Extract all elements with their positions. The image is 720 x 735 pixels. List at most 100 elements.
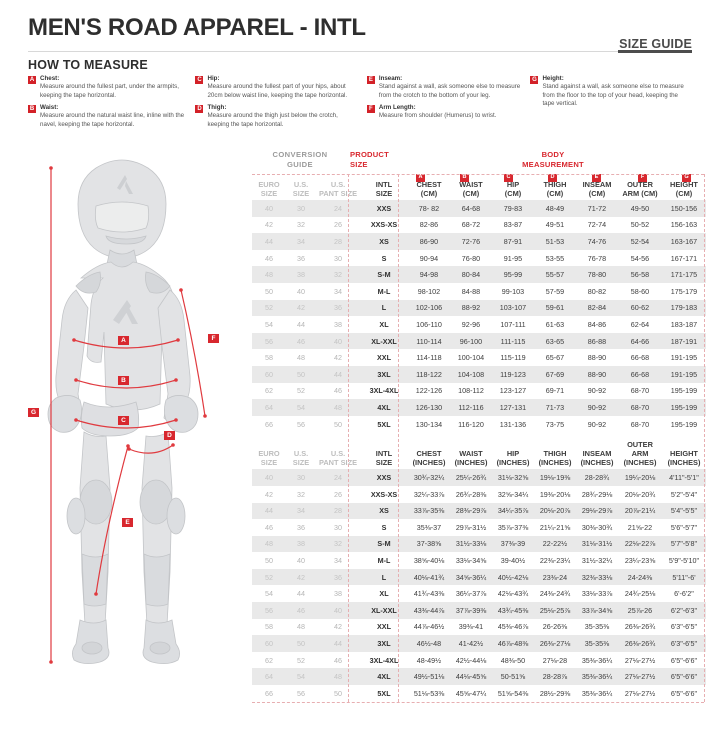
table-row[interactable]: 44 34 28 XS 33⅞-35⅜ 28⅜-29⅞ 34¼-35⅞ 20⅛-20⅞ 29⅛-… bbox=[252, 502, 706, 520]
table-cell: 31½-33⅛ bbox=[450, 535, 492, 553]
table-cell: 40 bbox=[252, 200, 286, 217]
table-row[interactable]: 40 30 24 XXS 78- 82 64-68 79-83 48-49 71-72 49-50… bbox=[252, 200, 706, 217]
group-product-size: PRODUCT SIZE bbox=[350, 150, 389, 169]
table-cell: 28 bbox=[316, 233, 360, 250]
measure-description: Measure around the fullest part, under t… bbox=[40, 83, 179, 99]
table-row[interactable]: 58 48 42 XXL 114-118 100-104 115-119 65-67 88-90… bbox=[252, 349, 706, 366]
table-row[interactable]: 62 52 46 3XL-4XL 48-49½ 42½-44⅛ 48⅜-50 27⅛-28 35… bbox=[252, 652, 706, 669]
table-cell: 68-72 bbox=[461, 220, 481, 230]
table-cell: 40 bbox=[316, 602, 360, 619]
table-cell: 90-92 bbox=[587, 386, 607, 396]
col-header-outer: OUTER ARM (CM) bbox=[622, 180, 658, 198]
table-row[interactable]: 50 40 34 M-L 98-102 84-88 99-103 57-59 80-82 58-6… bbox=[252, 283, 706, 300]
table-row[interactable]: 46 36 30 S 90-94 76-80 91-95 53-55 76-78 54-56 167… bbox=[252, 250, 706, 267]
cell-intl-size: S bbox=[381, 522, 387, 532]
table-cell: 171-175 bbox=[662, 266, 706, 283]
table-cell: 6'2"-6'3" bbox=[662, 602, 706, 619]
table-cell: 50-51⅝ bbox=[492, 668, 534, 686]
table-cell: 88-90 bbox=[587, 353, 607, 363]
table-cell: 106-110 bbox=[416, 319, 442, 329]
table-row[interactable]: 56 46 40 XL-XXL 110-114 96-100 111-115 63-65 86-… bbox=[252, 332, 706, 350]
table-cell: 76-78 bbox=[587, 253, 607, 263]
table-row[interactable]: 58 48 42 XXL 44⅞-46½ 39⅜-41 45⅜-46⅞ 26-26⅜ 35-35… bbox=[252, 619, 706, 636]
table-cell: 66 bbox=[265, 419, 273, 429]
table-cell: 114-118 bbox=[416, 353, 442, 363]
table-cell: 32⅝-34¼ bbox=[497, 489, 529, 499]
letter-badge-g: G bbox=[682, 174, 691, 182]
cell-intl-size: 5XL bbox=[377, 688, 391, 698]
table-row[interactable]: 42 32 26 XXS-XS 32¼-33⅞ 26¾-28⅜ 32⅝-34¼ 19⅜-20⅛… bbox=[252, 486, 706, 503]
table-cell: 36 bbox=[297, 253, 305, 263]
table-cell: 100-104 bbox=[457, 353, 485, 363]
table-cell: 99-103 bbox=[501, 286, 525, 296]
table-cell: 44 bbox=[252, 502, 286, 520]
table-cell: 50-52 bbox=[630, 220, 650, 230]
table-cell: 20⅛-20¾ bbox=[624, 489, 656, 499]
table-row[interactable]: 54 44 38 XL 106-110 92-96 107-111 61-63 84-86 62-… bbox=[252, 316, 706, 333]
table-row[interactable]: 52 42 36 L 102-106 88-92 103-107 59-61 82-84 60-6… bbox=[252, 299, 706, 317]
measure-item-g: G Height: Stand against a wall, ask someon… bbox=[530, 74, 686, 109]
table-cell: 20⅞-21¼ bbox=[618, 502, 662, 520]
cell-intl-size: XXS-XS bbox=[370, 220, 398, 230]
measure-body: Height: Stand against a wall, ask someone… bbox=[542, 74, 686, 109]
measure-description: Measure around the thigh just below the … bbox=[207, 112, 338, 128]
letter-badge-e: E bbox=[592, 174, 601, 182]
table-cell: 46⅞-48⅜ bbox=[492, 635, 534, 652]
table-row[interactable]: 64 54 48 4XL 49½-51⅛ 44⅛-45⅝ 50-51⅝ 28-28⅞ 35⅜-3… bbox=[252, 668, 706, 686]
table-row[interactable]: 42 32 26 XXS-XS 82-86 68-72 83-87 49-51 72-74 50-… bbox=[252, 217, 706, 234]
table-cell: 39⅜-41 bbox=[458, 622, 484, 632]
measure-label: Thigh: bbox=[207, 104, 227, 112]
table-row[interactable]: 66 56 50 5XL 51⅛-53⅜ 45⅝-47¼ 51⅝-54⅜ 28½-29⅜ 35⅜… bbox=[252, 685, 706, 702]
table-cell: 54 bbox=[265, 589, 273, 599]
table-row[interactable]: 54 44 38 XL 41¾-43⅜ 36¼-37⅞ 42⅛-43¾ 24⅜-24¾ 33⅛-… bbox=[252, 585, 706, 602]
measure-label: Arm Length: bbox=[378, 104, 416, 112]
table-row[interactable]: 50 40 34 M-L 38⅝-40⅛ 33⅛-34⅝ 39-40½ 22⅜-23¼ 31½-… bbox=[252, 552, 706, 569]
table-cell: 42⅛-43¾ bbox=[497, 589, 529, 599]
table-cell: 111-115 bbox=[492, 332, 534, 350]
table-row[interactable]: 48 38 32 S-M 37-38⅝ 31½-33⅛ 37⅜-39 22-22½ 31⅛-31… bbox=[252, 535, 706, 553]
table-cell: 68-70 bbox=[630, 419, 650, 429]
table-cell: 37⅞-39⅜ bbox=[450, 602, 492, 619]
table-cell: 82-86 bbox=[419, 220, 439, 230]
table-row[interactable]: 60 50 44 3XL 46½-48 41-42½ 46⅞-48⅜ 26⅜-27⅛ 35-35… bbox=[252, 635, 706, 652]
table-cell: 51⅛-53⅜ bbox=[413, 688, 445, 698]
table-cell: 42 bbox=[286, 568, 316, 586]
table-cell: 6'-6'2" bbox=[674, 589, 694, 599]
table-cell: 51⅝-54⅜ bbox=[497, 688, 529, 698]
col-header-inseam: INSEAM (CM) bbox=[582, 180, 612, 198]
table-row[interactable]: 52 42 36 L 40⅛-41¾ 34⅝-36¼ 40½-42⅛ 23⅜-24 32⅜-33… bbox=[252, 568, 706, 586]
table-cell: 78-80 bbox=[576, 266, 618, 283]
measure-badge-a-icon: A bbox=[28, 75, 36, 84]
table-cell: 39-40½ bbox=[500, 556, 526, 566]
table-row[interactable]: 46 36 30 S 35⅜-37 29⅞-31½ 35⅞-37⅜ 21¼-21⅝ 30⅜-30… bbox=[252, 519, 706, 536]
table-row[interactable]: 62 52 46 3XL-4XL 122-126 108-112 123-127 69-71 9… bbox=[252, 383, 706, 400]
table-cell: 5'7"-5'8" bbox=[662, 535, 706, 553]
table-cell: 51-53 bbox=[534, 233, 576, 250]
table-cell: 42 bbox=[334, 353, 342, 363]
table-row[interactable]: 56 46 40 XL-XXL 43⅜-44⅞ 37⅞-39⅜ 43¾-45⅜ 25⅛-25⅞… bbox=[252, 602, 706, 619]
table-row[interactable]: 64 54 48 4XL 126-130 112-116 127-131 71-73 90-92… bbox=[252, 399, 706, 416]
measure-column-2: C Hip: Measure around the fullest part of … bbox=[195, 74, 366, 132]
table-cell: 42 bbox=[334, 622, 342, 632]
col-header-inseam: INSEAM (INCHES) bbox=[580, 449, 614, 468]
table-cell: 80-82 bbox=[587, 286, 607, 296]
cell-intl-size: XS bbox=[360, 502, 408, 520]
table-row[interactable]: 60 50 44 3XL 118-122 104-108 119-123 67-69 88-90… bbox=[252, 365, 706, 383]
table-row[interactable]: 48 38 32 S-M 94-98 80-84 95-99 55-57 78-80 56-58 1… bbox=[252, 266, 706, 283]
table-cell: 35⅜-36¼ bbox=[581, 655, 613, 665]
table-header-row-cm: EURO SIZE U.S. SIZE U.S. PANT SIZE INTL SIZE CHE… bbox=[252, 174, 706, 200]
table-row[interactable]: 40 30 24 XXS 30¾-32¼ 25¼-26¾ 31⅛-32⅝ 19⅛-19⅜ 28-… bbox=[252, 469, 706, 486]
table-cell: 34 bbox=[286, 502, 316, 520]
table-row[interactable]: 44 34 28 XS 86-90 72-76 87-91 51-53 74-76 52-54 16… bbox=[252, 233, 706, 250]
table-cell: 33⅛-33⅞ bbox=[581, 589, 613, 599]
table-cell: 31⅛-31½ bbox=[576, 535, 618, 553]
table-cell: 58-60 bbox=[630, 286, 650, 296]
table-cell: 34⅝-36¼ bbox=[450, 568, 492, 586]
table-cell: 5'6"-5'7" bbox=[670, 522, 698, 532]
table-cell: 46½-48 bbox=[408, 635, 450, 652]
table-cell: 48 bbox=[316, 399, 360, 416]
table-cell: 44 bbox=[316, 365, 360, 383]
table-cell: 38⅝-40⅛ bbox=[413, 556, 445, 566]
table-group-headers: CONVERSION GUIDE PRODUCT SIZE BODY MEASU… bbox=[252, 148, 704, 174]
table-row[interactable]: 66 56 50 5XL 130-134 116-120 131-136 73-75 90-92… bbox=[252, 416, 706, 433]
